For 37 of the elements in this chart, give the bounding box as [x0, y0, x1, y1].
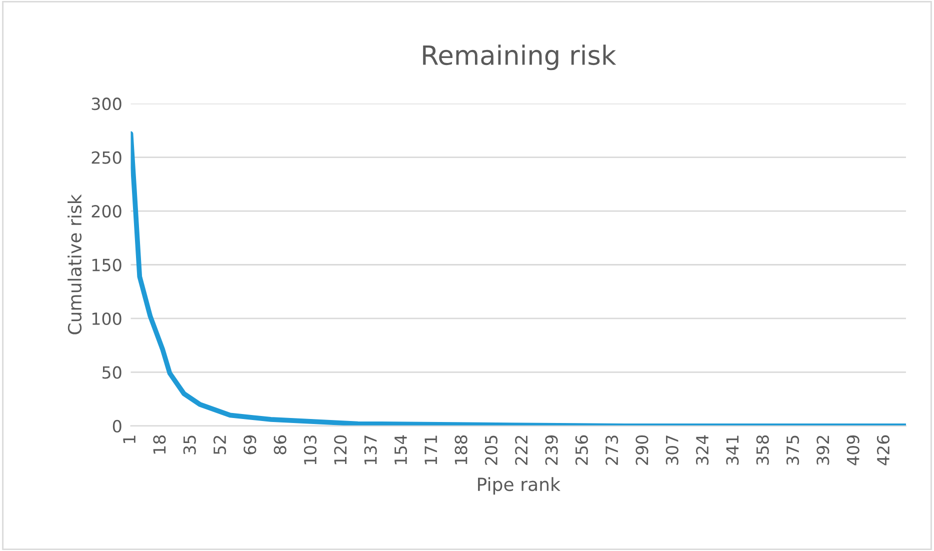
x-tick-label: 35 — [183, 436, 196, 454]
x-tick-label: 137 — [364, 436, 377, 464]
x-tick-label: 18 — [153, 435, 166, 454]
x-tick-label: 426 — [876, 435, 890, 466]
y-tick-label: 50 — [102, 366, 122, 379]
x-tick-label: 256 — [575, 435, 588, 465]
x-tick-label: 86 — [274, 435, 286, 454]
x-tick-label: 324 — [696, 435, 709, 465]
x-tick-label: 188 — [454, 435, 468, 464]
y-tick-label: 100 — [92, 312, 122, 326]
x-tick-label: 205 — [484, 436, 498, 465]
x-tick-label: 171 — [424, 436, 437, 464]
y-tick-label: 250 — [92, 151, 122, 164]
y-tick-label: 150 — [92, 258, 122, 272]
x-tick-label: 273 — [606, 436, 618, 465]
x-tick-label: 1 — [123, 436, 136, 444]
chart-title: Remaining risk — [423, 44, 616, 70]
x-tick-label: 409 — [846, 435, 860, 466]
x-tick-label: 239 — [545, 435, 558, 465]
x-tick-label: 358 — [756, 435, 769, 465]
x-tick-label: 52 — [213, 436, 226, 454]
x-tick-label: 69 — [244, 435, 256, 454]
line-series — [130, 131, 906, 426]
x-tick-label: 120 — [334, 435, 347, 464]
x-tick-label: 154 — [394, 435, 408, 464]
x-tick-label: 290 — [636, 435, 648, 465]
x-tick-label: 307 — [666, 436, 678, 465]
y-tick-label: 0 — [112, 420, 122, 432]
x-tick-label: 375 — [786, 436, 800, 465]
x-tick-label: 341 — [726, 436, 739, 465]
y-axis-title: Cumulative risk — [68, 194, 82, 334]
x-tick-label: 392 — [816, 436, 830, 465]
x-tick-label: 103 — [304, 436, 317, 464]
x-tick-label: 222 — [515, 436, 528, 465]
y-tick-label: 200 — [92, 204, 122, 218]
x-axis-title: Pipe rank — [478, 477, 560, 495]
y-tick-label: 300 — [92, 98, 122, 110]
